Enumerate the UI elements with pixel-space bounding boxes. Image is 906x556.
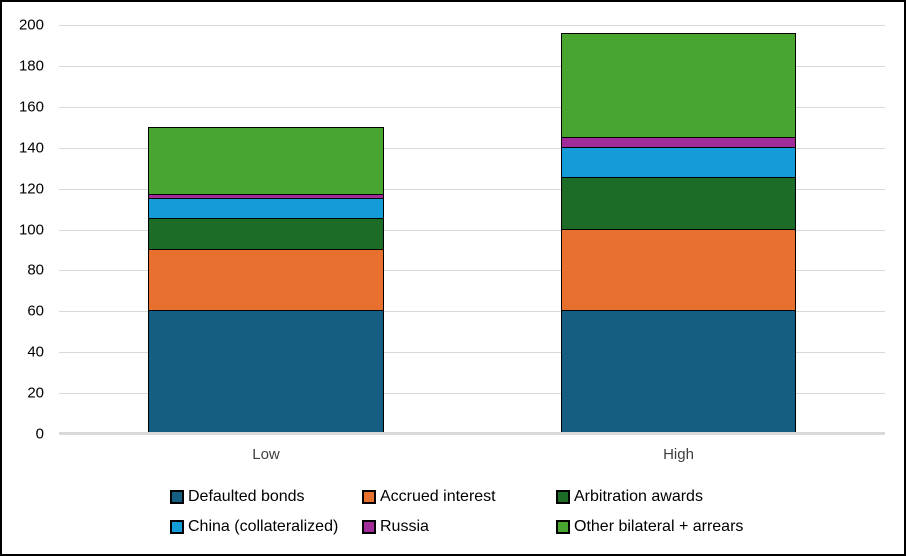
bar-segment-russia [561, 137, 796, 148]
y-tick-label: 60 [27, 302, 44, 320]
gridline-0 [59, 432, 885, 435]
legend-item-accrued-interest: Accrued interest [362, 489, 496, 505]
gridline-80 [59, 270, 885, 272]
bar-segment-china-collateralized [561, 147, 796, 179]
legend-swatch-icon [362, 490, 376, 504]
legend-item-other-bilateral-arrears: Other bilateral + arrears [556, 519, 743, 535]
legend-swatch-icon [170, 520, 184, 534]
legend-swatch-icon [556, 490, 570, 504]
gridline-100 [59, 229, 885, 231]
y-tick-label: 20 [27, 384, 44, 402]
legend-label: Defaulted bonds [188, 488, 305, 505]
legend-label: Russia [380, 518, 429, 535]
legend-label: Accrued interest [380, 488, 496, 505]
gridline-120 [59, 188, 885, 190]
y-tick-label: 180 [18, 57, 44, 75]
legend-label: Other bilateral + arrears [574, 518, 744, 535]
x-category-label-high: High [663, 446, 694, 463]
gridline-20 [59, 393, 885, 395]
gridline-40 [59, 352, 885, 354]
legend-swatch-icon [362, 520, 376, 534]
bar-segment-arbitration-awards [561, 178, 796, 230]
bar-segment-accrued-interest [561, 229, 796, 312]
y-tick-label: 120 [18, 180, 44, 198]
legend-label: Arbitration awards [574, 488, 703, 505]
plot-area [59, 25, 885, 435]
gridline-200 [59, 25, 885, 26]
bar-segment-defaulted-bonds [561, 311, 796, 434]
y-tick-label: 100 [18, 221, 44, 238]
legend-swatch-icon [556, 520, 570, 534]
bar-segment-china-collateralized [148, 198, 384, 220]
bar-segment-accrued-interest [148, 249, 384, 312]
bar-segment-other-bilateral-arrears [148, 127, 384, 195]
y-tick-label: 80 [27, 261, 44, 279]
gridline-180 [59, 65, 885, 67]
bar-segment-arbitration-awards [148, 219, 384, 250]
y-tick-label: 40 [27, 343, 44, 361]
legend-item-arbitration-awards: Arbitration awards [556, 489, 703, 505]
legend-item-russia: Russia [362, 519, 429, 535]
bar-low [148, 127, 384, 434]
y-tick-label: 0 [35, 425, 44, 443]
gridline-140 [59, 147, 885, 149]
x-category-label-low: Low [252, 446, 280, 463]
bar-segment-defaulted-bonds [148, 311, 384, 434]
legend-item-defaulted-bonds: Defaulted bonds [170, 489, 305, 505]
y-tick-label: 140 [18, 139, 44, 157]
y-tick-label: 160 [18, 98, 44, 116]
legend-swatch-icon [170, 490, 184, 504]
bar-high [561, 33, 796, 434]
gridline-160 [59, 106, 885, 108]
gridline-60 [59, 311, 885, 313]
legend-label: China (collateralized) [188, 518, 339, 535]
y-tick-label: 200 [18, 16, 44, 34]
legend-item-china-collateralized: China (collateralized) [170, 519, 338, 535]
bar-segment-other-bilateral-arrears [561, 33, 796, 138]
bar-segment-russia [148, 194, 384, 199]
